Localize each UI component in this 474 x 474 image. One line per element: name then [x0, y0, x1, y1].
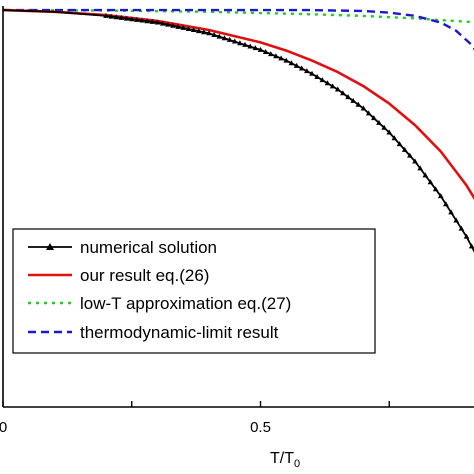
data-point-marker — [309, 70, 315, 76]
data-point-marker — [396, 141, 403, 147]
data-point-marker — [144, 18, 150, 24]
data-point-marker — [386, 129, 393, 135]
data-point-marker — [159, 20, 166, 26]
data-point-marker — [350, 97, 356, 103]
data-point-marker — [324, 80, 331, 86]
data-point-marker — [360, 105, 367, 111]
data-point-marker — [381, 124, 387, 130]
data-point-marker — [401, 146, 408, 152]
data-point-marker — [448, 209, 454, 215]
legend-label-1: our result eq.(26) — [80, 266, 209, 285]
data-point-marker — [417, 165, 423, 171]
data-point-marker — [468, 243, 474, 249]
axes-layer — [2, 6, 474, 408]
data-point-marker — [453, 217, 459, 223]
data-point-marker — [458, 225, 465, 231]
data-point-marker — [427, 179, 434, 185]
data-point-marker — [463, 233, 470, 239]
data-point-marker — [371, 115, 377, 121]
data-point-marker — [329, 83, 336, 89]
data-point-marker — [154, 19, 161, 25]
series-layer — [3, 8, 474, 253]
labels-layer: 0 0.5 T/T0 — [0, 419, 300, 470]
data-point-marker — [242, 41, 248, 47]
data-point-marker — [221, 35, 228, 41]
data-point-marker — [113, 14, 120, 20]
data-point-marker — [293, 62, 300, 68]
data-point-marker — [123, 15, 130, 21]
data-point-marker — [314, 73, 320, 79]
data-point-marker — [412, 158, 418, 164]
data-point-marker — [175, 23, 181, 29]
data-point-marker — [201, 29, 207, 35]
data-point-marker — [407, 152, 413, 158]
data-point-marker — [216, 33, 223, 39]
x-axis-label: T/T0 — [270, 450, 300, 470]
data-point-marker — [211, 31, 217, 37]
data-point-marker — [422, 172, 429, 178]
data-point-marker — [304, 68, 310, 74]
data-point-marker — [237, 40, 243, 46]
data-point-marker — [170, 22, 176, 28]
data-point-marker — [376, 119, 382, 125]
data-point-marker — [443, 201, 449, 207]
data-point-marker — [206, 30, 212, 36]
data-point-marker — [108, 13, 114, 19]
data-point-marker — [134, 16, 140, 22]
data-point-marker — [319, 77, 326, 83]
data-point-marker — [355, 101, 362, 107]
data-point-marker — [231, 38, 238, 44]
data-point-marker — [190, 27, 197, 33]
data-point-marker — [432, 186, 439, 192]
legend-label-3: thermodynamic-limit result — [80, 323, 279, 342]
data-point-marker — [103, 12, 109, 18]
data-point-marker — [345, 94, 351, 100]
legend-marker — [46, 243, 54, 250]
data-point-marker — [365, 110, 372, 116]
data-point-marker — [340, 90, 346, 96]
legend-label-2: low-T approximation eq.(27) — [80, 294, 291, 313]
data-point-marker — [180, 24, 187, 30]
data-point-marker — [288, 60, 295, 66]
data-point-marker — [283, 57, 290, 63]
x-tick-label: 0.5 — [250, 419, 271, 436]
x-tick-label: 0 — [0, 419, 7, 436]
data-point-marker — [247, 43, 253, 49]
data-point-marker — [262, 48, 269, 54]
data-point-marker — [118, 14, 125, 20]
data-point-marker — [185, 25, 192, 31]
data-point-marker — [149, 18, 156, 24]
legend-label-0: numerical solution — [80, 238, 217, 257]
data-point-marker — [139, 17, 145, 23]
data-point-marker — [278, 55, 284, 61]
data-point-marker — [273, 53, 279, 59]
data-point-marker — [226, 36, 233, 42]
legend: numerical solution our result eq.(26) low-… — [12, 228, 376, 354]
data-point-marker — [128, 16, 135, 22]
data-point-marker — [257, 46, 264, 52]
data-point-marker — [268, 51, 274, 57]
data-point-marker — [437, 193, 444, 199]
x-axis-label-subscript: 0 — [294, 458, 300, 470]
data-point-marker — [165, 21, 171, 27]
data-point-marker — [391, 135, 398, 141]
data-point-marker — [334, 86, 341, 92]
data-point-marker — [195, 28, 202, 34]
series-line-2 — [3, 8, 474, 24]
data-point-marker — [252, 45, 259, 51]
legend-box — [12, 228, 376, 354]
data-point-marker — [298, 65, 305, 71]
